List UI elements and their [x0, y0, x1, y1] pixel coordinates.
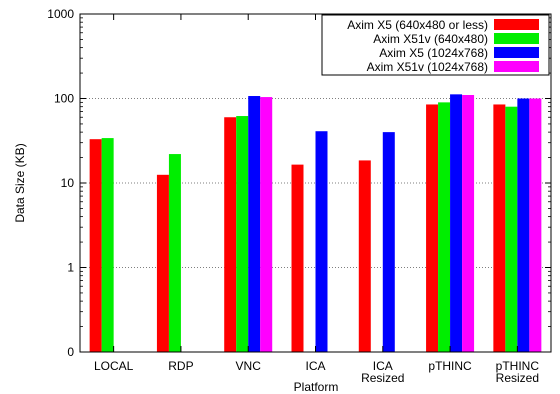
- x-tick-label: LOCAL: [94, 359, 134, 373]
- y-tick-label: 0: [67, 345, 74, 359]
- legend-label: Axim X5 (640x480 or less): [347, 18, 488, 32]
- y-tick-label: 1000: [47, 7, 74, 21]
- bar: [260, 97, 273, 352]
- bar: [315, 131, 328, 352]
- legend-label: Axim X51v (1024x768): [367, 60, 488, 74]
- legend-swatch: [494, 19, 539, 30]
- legend: Axim X5 (640x480 or less)Axim X51v (640x…: [321, 14, 550, 76]
- bar: [493, 104, 506, 352]
- legend-swatch: [494, 61, 539, 72]
- x-tick-label: Resized: [361, 371, 404, 385]
- bar: [358, 160, 371, 352]
- x-tick-label: VNC: [236, 359, 262, 373]
- y-tick-label: 1: [67, 261, 74, 275]
- bar: [291, 164, 304, 352]
- x-tick-label: pTHINC: [496, 359, 540, 373]
- y-axis-label: Data Size (KB): [13, 143, 27, 222]
- bar: [505, 106, 518, 352]
- bar: [462, 95, 475, 352]
- x-tick-label: ICA: [305, 359, 325, 373]
- x-axis-label: Platform: [294, 380, 339, 394]
- bar: [101, 138, 114, 352]
- legend-swatch: [494, 47, 539, 58]
- bar: [248, 96, 261, 353]
- y-tick-label: 10: [61, 176, 75, 190]
- bar: [89, 139, 102, 352]
- bar: [426, 104, 439, 352]
- y-tick-label: 100: [54, 92, 74, 106]
- bar: [168, 154, 181, 352]
- bar: [517, 98, 530, 352]
- bars: [89, 94, 542, 353]
- x-tick-label: RDP: [168, 359, 193, 373]
- bar: [236, 116, 249, 352]
- legend-label: Axim X51v (640x480): [373, 32, 488, 46]
- x-tick-label: ICA: [373, 359, 393, 373]
- bar: [450, 94, 463, 353]
- x-tick-label: pTHINC: [428, 359, 472, 373]
- x-tick-label: Resized: [496, 371, 539, 385]
- bar: [156, 174, 169, 352]
- legend-swatch: [494, 33, 539, 44]
- bar: [382, 132, 395, 352]
- bar: [224, 117, 237, 352]
- bar: [438, 102, 451, 352]
- bar: [529, 98, 542, 352]
- legend-label: Axim X5 (1024x768): [379, 46, 488, 60]
